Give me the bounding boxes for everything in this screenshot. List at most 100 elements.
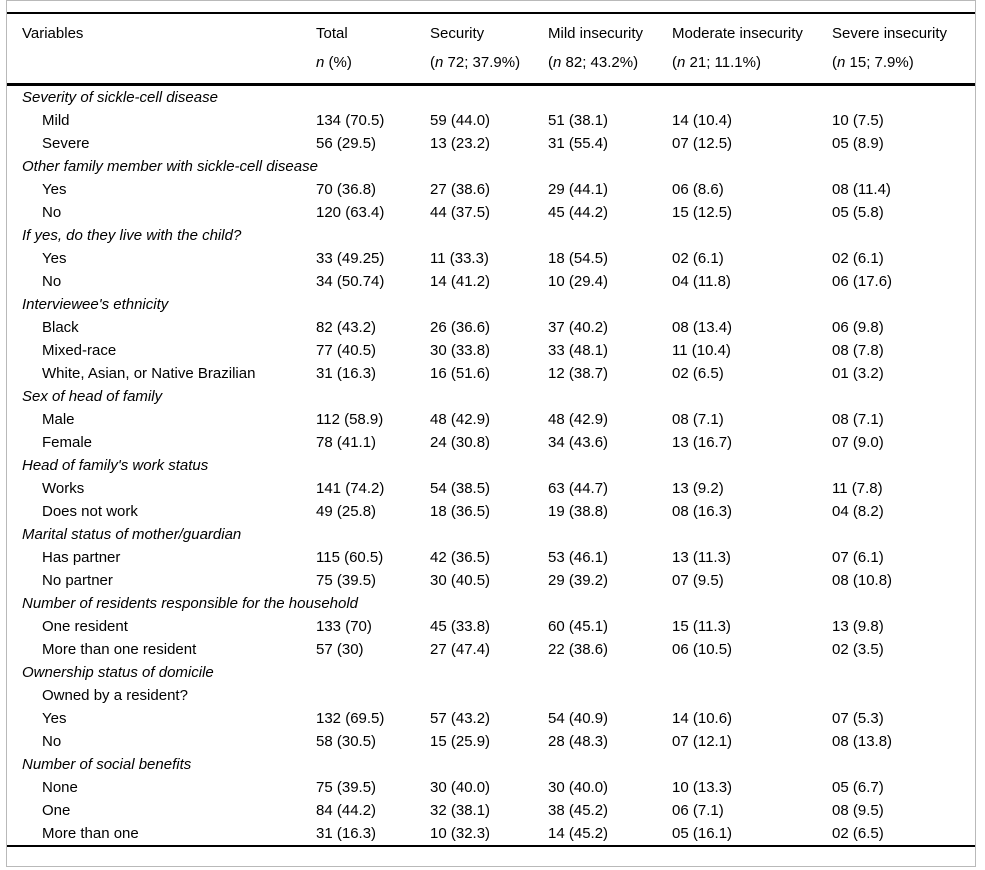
cell-value: 08 (9.5) [832,802,884,819]
cell-value: 08 (13.4) [672,319,733,336]
cell-value: 133 (70) [316,618,372,635]
cell-value: 11 (33.3) [430,250,489,267]
cell-value: 22 (38.6) [548,641,609,658]
cell-value: 30 (33.8) [430,342,491,359]
cell-value: 134 (70.5) [316,112,385,129]
cell-value: 30 (40.0) [548,779,609,796]
table-row: White, Asian, or Native Brazilian 31 (16.… [7,362,975,385]
cell-value: 38 (45.2) [548,802,609,819]
cell-value: 08 (11.4) [832,181,891,198]
cell-value: 31 (16.3) [316,365,377,382]
row-label: Severe [42,135,90,152]
table-row: Has partner 115 (60.5) 42 (36.5) 53 (46.1) 1… [7,546,975,569]
row-label: None [42,779,78,796]
section-header: Head of family's work status [22,457,209,474]
cell-value [672,684,832,707]
column-subtitle-part: n [837,54,846,71]
cell-value: 05 (16.1) [672,825,733,842]
cell-value: 57 (30) [316,641,364,658]
column-header-mild-insecurity: Mild insecurity (n 82; 43.2%) [548,13,672,86]
table-row: Mixed-race 77 (40.5) 30 (33.8) 33 (48.1) 11 … [7,339,975,362]
cell-value: 57 (43.2) [430,710,491,727]
row-label: One resident [42,618,128,635]
cell-value: 14 (41.2) [430,273,491,290]
row-label: More than one [42,825,139,842]
section-header: Other family member with sickle-cell dis… [22,158,318,175]
cell-value: 04 (11.8) [672,273,731,290]
table-row: Works 141 (74.2) 54 (38.5) 63 (44.7) 13 (9.2… [7,477,975,500]
cell-value: 70 (36.8) [316,181,377,198]
cell-value: 15 (11.3) [672,618,731,635]
cell-value: 02 (6.1) [832,250,884,267]
cell-value: 44 (37.5) [430,204,491,221]
cell-value: 07 (9.0) [832,434,884,451]
cell-value: 26 (36.6) [430,319,491,336]
section-header: Ownership status of domicile [22,664,214,681]
cell-value: 33 (49.25) [316,250,385,267]
cell-value: 59 (44.0) [430,112,491,129]
column-subtitle-part: n [677,54,686,71]
column-subtitle-part: ( [548,54,553,71]
row-label: Black [42,319,79,336]
column-subtitle-part: 21; 11.1%) [685,54,761,71]
cell-value: 82 (43.2) [316,319,377,336]
cell-value: 07 (9.5) [672,572,724,589]
cell-value: 14 (10.4) [672,112,733,129]
table-header: Variables Total n (%) Security (n 72; 37.9%)… [7,13,975,86]
section-header-row: Severity of sickle-cell disease [7,85,975,110]
cell-value: 27 (47.4) [430,641,491,658]
cell-value [832,684,975,707]
column-label: Severe insecurity [832,25,948,42]
column-subtitle-part: 72; 37.9%) [443,54,521,71]
row-label: No [42,204,62,221]
row-label: Male [42,411,75,428]
table-row: Black 82 (43.2) 26 (36.6) 37 (40.2) 08 (13.4… [7,316,975,339]
cell-value: 12 (38.7) [548,365,609,382]
cell-value: 02 (3.5) [832,641,884,658]
row-label: Female [42,434,93,451]
section-header-row: Head of family's work status [7,454,975,477]
section-header: Number of social benefits [22,756,192,773]
table-row: Female 78 (41.1) 24 (30.8) 34 (43.6) 13 (16.… [7,431,975,454]
cell-value: 07 (12.5) [672,135,733,152]
column-subtitle-part: (%) [324,54,352,71]
cell-value: 29 (44.1) [548,181,609,198]
cell-value: 132 (69.5) [316,710,385,727]
cell-value: 06 (10.5) [672,641,733,658]
column-subtitle: (n 82; 43.2%) [548,48,672,77]
cell-value: 18 (36.5) [430,503,491,520]
cell-value: 13 (16.7) [672,434,733,451]
cell-value: 58 (30.5) [316,733,377,750]
cell-value: 15 (25.9) [430,733,491,750]
cell-value: 24 (30.8) [430,434,491,451]
row-label: Works [42,480,85,497]
section-header-row: If yes, do they live with the child? [7,224,975,247]
column-label: Mild insecurity [548,25,644,42]
section-header-row: Ownership status of domicile [7,661,975,684]
cell-value: 07 (12.1) [672,733,733,750]
table-row: Male 112 (58.9) 48 (42.9) 48 (42.9) 08 (7.1)… [7,408,975,431]
table-row: None 75 (39.5) 30 (40.0) 30 (40.0) 10 (13.3)… [7,776,975,799]
cell-value: 16 (51.6) [430,365,491,382]
column-header-severe-insecurity: Severe insecurity (n 15; 7.9%) [832,13,975,86]
column-subtitle-part: ( [672,54,677,71]
cell-value [430,684,548,707]
cell-value: 33 (48.1) [548,342,609,359]
cell-value: 02 (6.5) [832,825,884,842]
cell-value: 37 (40.2) [548,319,609,336]
column-label: Security [430,25,485,42]
cell-value: 31 (55.4) [548,135,609,152]
cell-value: 60 (45.1) [548,618,609,635]
column-header-variables: Variables [7,13,316,86]
column-subtitle: (n 72; 37.9%) [430,48,548,77]
column-subtitle: (n 21; 11.1%) [672,48,832,77]
column-header-moderate-insecurity: Moderate insecurity (n 21; 11.1%) [672,13,832,86]
section-header: Interviewee's ethnicity [22,296,169,313]
table-row: One 84 (44.2) 32 (38.1) 38 (45.2) 06 (7.1) 08… [7,799,975,822]
cell-value: 18 (54.5) [548,250,609,267]
cell-value: 10 (32.3) [430,825,491,842]
cell-value: 48 (42.9) [548,411,609,428]
cell-value: 32 (38.1) [430,802,491,819]
table-row: Yes 70 (36.8) 27 (38.6) 29 (44.1) 06 (8.6) 08… [7,178,975,201]
cell-value: 19 (38.8) [548,503,609,520]
